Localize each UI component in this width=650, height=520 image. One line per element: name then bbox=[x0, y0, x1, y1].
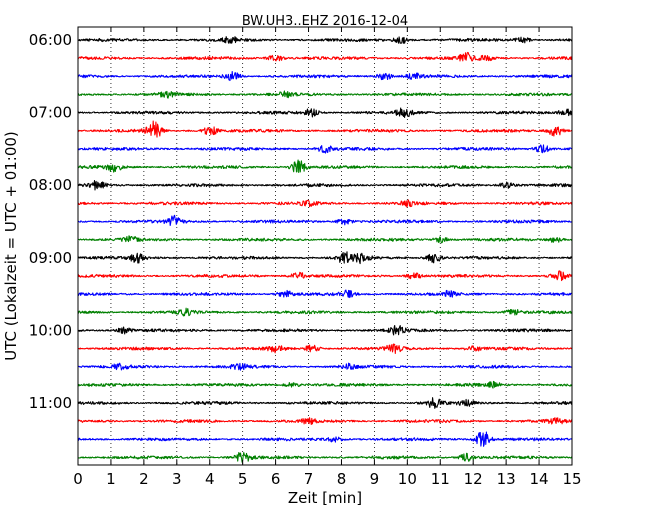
trace-line bbox=[77, 380, 573, 389]
x-tick-label: 12 bbox=[464, 470, 483, 488]
trace-line bbox=[77, 343, 573, 355]
y-tick-label: 09:00 bbox=[29, 249, 72, 267]
x-tick-label: 9 bbox=[370, 470, 380, 488]
chart-title: BW.UH3..EHZ 2016-12-04 bbox=[242, 14, 408, 29]
x-tick-labels: 0 1 2 3 4 5 6 7 8 9 10 11 12 13 14 15 bbox=[73, 470, 581, 488]
x-tick-label: 8 bbox=[337, 470, 347, 488]
y-tick-label: 08:00 bbox=[29, 176, 72, 194]
plot-frame bbox=[77, 26, 573, 466]
x-tick-label: 7 bbox=[304, 470, 314, 488]
y-tick-label: 10:00 bbox=[29, 321, 72, 339]
trace-line bbox=[77, 289, 573, 299]
trace-line bbox=[77, 417, 573, 426]
trace-lines bbox=[77, 36, 573, 463]
trace-line bbox=[77, 431, 573, 447]
trace-line bbox=[77, 144, 573, 154]
x-tick-label: 3 bbox=[172, 470, 182, 488]
axis-ticks bbox=[77, 27, 573, 465]
x-tick-label: 13 bbox=[497, 470, 516, 488]
x-tick-label: 14 bbox=[530, 470, 549, 488]
y-tick-label: 07:00 bbox=[29, 104, 72, 122]
x-tick-label: 1 bbox=[106, 470, 116, 488]
x-tick-label: 10 bbox=[398, 470, 417, 488]
trace-line bbox=[77, 362, 573, 371]
y-tick-label: 06:00 bbox=[29, 31, 72, 49]
trace-line bbox=[77, 180, 573, 191]
trace-line bbox=[77, 270, 573, 282]
x-tick-label: 2 bbox=[139, 470, 149, 488]
trace-line bbox=[77, 452, 573, 463]
x-tick-label: 4 bbox=[205, 470, 215, 488]
trace-line bbox=[77, 397, 573, 409]
trace-line bbox=[77, 159, 573, 174]
y-tick-labels: 06:00 07:00 08:00 09:00 10:00 11:00 bbox=[29, 31, 72, 412]
x-tick-label: 0 bbox=[73, 470, 83, 488]
trace-line bbox=[77, 90, 573, 99]
x-tick-label: 11 bbox=[431, 470, 450, 488]
x-tick-label: 6 bbox=[271, 470, 281, 488]
trace-line bbox=[77, 214, 573, 226]
trace-line bbox=[77, 120, 573, 138]
trace-line bbox=[77, 107, 573, 119]
trace-line bbox=[77, 251, 573, 265]
trace-line bbox=[77, 199, 573, 208]
y-axis-title: UTC (Lokalzeit = UTC + 01:00) bbox=[2, 131, 20, 361]
trace-line bbox=[77, 36, 573, 44]
x-tick-label: 15 bbox=[562, 470, 581, 488]
grid-lines bbox=[78, 27, 572, 465]
trace-line bbox=[77, 307, 573, 317]
x-tick-label: 5 bbox=[238, 470, 248, 488]
trace-line bbox=[77, 235, 573, 244]
y-tick-label: 11:00 bbox=[29, 394, 72, 412]
trace-line bbox=[77, 324, 573, 336]
x-axis-title: Zeit [min] bbox=[288, 489, 362, 507]
trace-line bbox=[77, 71, 573, 82]
trace-line bbox=[77, 51, 573, 62]
